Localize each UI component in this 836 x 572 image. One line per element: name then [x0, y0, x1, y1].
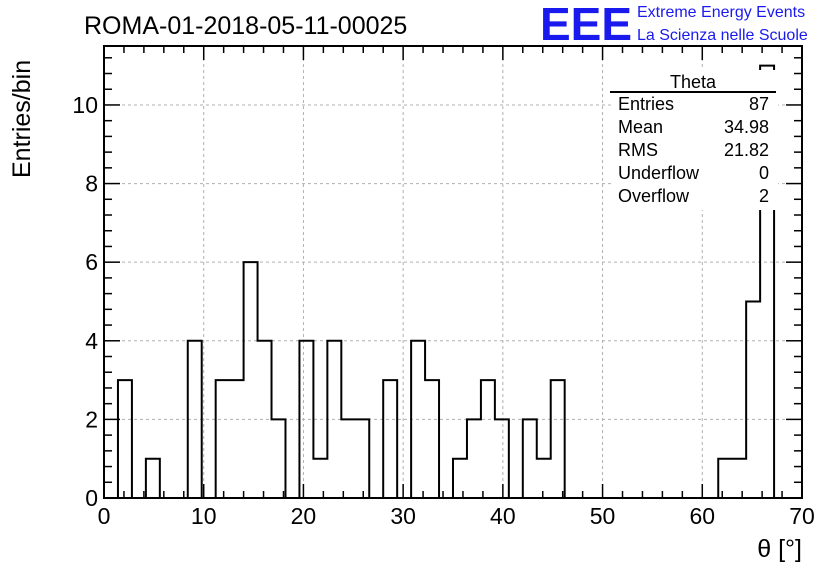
- y-tick-label: 8: [85, 171, 98, 197]
- histogram-bin: [244, 262, 258, 498]
- histogram-bin: [718, 459, 732, 498]
- run-title: ROMA-01-2018-05-11-00025: [84, 12, 407, 40]
- histogram-bin: [537, 459, 551, 498]
- histogram-bin: [355, 419, 369, 498]
- histogram-bin: [216, 380, 230, 498]
- x-tick-label: 10: [191, 503, 217, 529]
- histogram-bin: [383, 380, 397, 498]
- logo-line-1: Extreme Energy Events: [637, 4, 805, 21]
- y-tick-label: 10: [72, 92, 98, 118]
- histogram-bin: [258, 341, 272, 498]
- histogram-bin: [230, 380, 244, 498]
- stats-value-rms: 21.82: [724, 140, 769, 160]
- y-tick-label: 2: [85, 406, 98, 432]
- plot-frame: [103, 45, 803, 499]
- stats-label-underflow: Underflow: [618, 163, 700, 183]
- stats-value-mean: 34.98: [724, 117, 769, 137]
- stats-value-overflow: 2: [759, 186, 769, 206]
- histogram-bin: [146, 459, 160, 498]
- axis-ticks: [103, 46, 803, 499]
- histogram-bin: [327, 341, 341, 498]
- stats-label-mean: Mean: [618, 117, 663, 137]
- histogram-bin: [453, 459, 467, 498]
- histogram-bin: [551, 380, 565, 498]
- stats-title: Theta: [670, 72, 717, 92]
- histogram-bin: [341, 419, 355, 498]
- histogram-bin: [746, 301, 760, 498]
- x-tick-label: 0: [98, 503, 111, 529]
- stats-label-overflow: Overflow: [618, 186, 690, 206]
- y-tick-label: 4: [85, 328, 98, 354]
- histogram-bin: [481, 380, 495, 498]
- histogram-bin: [523, 419, 537, 498]
- histogram-bin: [411, 341, 425, 498]
- y-axis-title: Entries/bin: [8, 60, 36, 178]
- x-axis-title: θ [°]: [757, 535, 802, 563]
- y-tick-label: 6: [85, 249, 98, 275]
- histogram-bin: [118, 380, 132, 498]
- histogram-bin: [299, 341, 313, 498]
- histogram-bin: [272, 419, 286, 498]
- histogram-bin: [313, 459, 327, 498]
- x-tick-label: 50: [590, 503, 616, 529]
- x-tick-label: 30: [390, 503, 416, 529]
- stats-value-entries: 87: [749, 94, 769, 114]
- stats-value-underflow: 0: [759, 163, 769, 183]
- stats-box: Theta Entries 87 Mean 34.98 RMS 21.82 Un…: [610, 70, 778, 210]
- x-tick-label: 60: [689, 503, 715, 529]
- stats-label-entries: Entries: [618, 94, 674, 114]
- grid-lines: [104, 46, 802, 498]
- x-tick-label: 20: [291, 503, 317, 529]
- logo-line-2: La Scienza nelle Scuole: [637, 27, 808, 44]
- stats-box-background: [612, 70, 778, 210]
- histogram-bin: [425, 380, 439, 498]
- histogram-bin: [495, 419, 509, 498]
- x-tick-label: 70: [789, 503, 815, 529]
- histogram-bin: [732, 459, 746, 498]
- y-tick-label: 0: [85, 485, 98, 511]
- stats-label-rms: RMS: [618, 140, 658, 160]
- x-tick-label: 40: [490, 503, 516, 529]
- eee-logo: EEE: [540, 0, 632, 50]
- histogram-bin: [188, 341, 202, 498]
- histogram-bin: [467, 419, 481, 498]
